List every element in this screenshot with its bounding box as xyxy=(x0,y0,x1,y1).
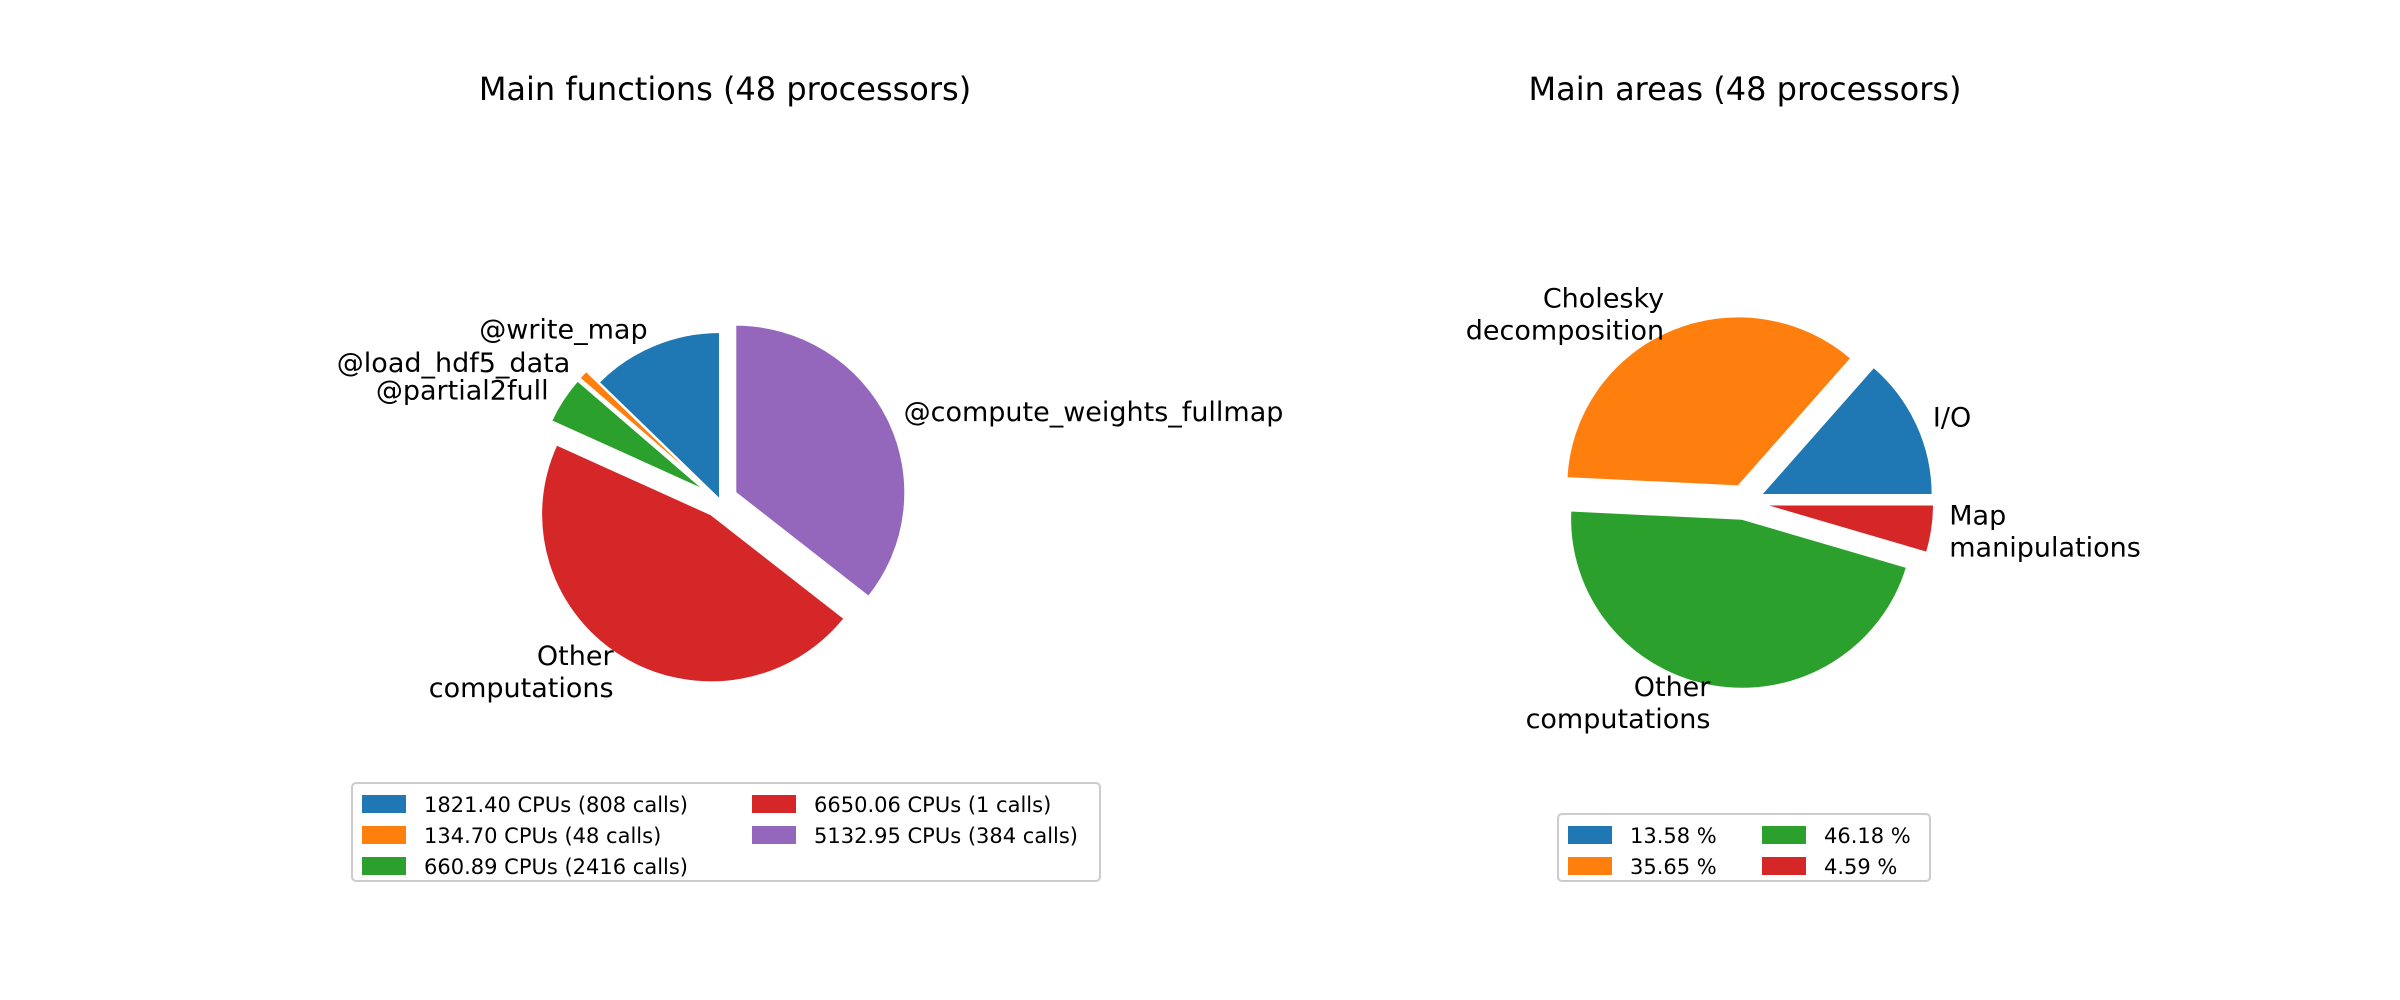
legend-label-3: 660.89 CPUs (2416 calls) xyxy=(424,855,688,879)
pie-slice-i-o xyxy=(1758,365,1934,496)
slice-label-i-o: I/O xyxy=(1933,403,1971,434)
slice-label-other-computations: Other computations xyxy=(429,641,615,704)
legend-swatch-1 xyxy=(1568,826,1612,844)
legend-label-3: 46.18 % xyxy=(1824,824,1911,848)
slice-label-partial2full: @partial2full xyxy=(376,376,549,407)
pie-slice-cholesky-decomposition xyxy=(1565,315,1853,488)
legend-label-5: 5132.95 CPUs (384 calls) xyxy=(814,824,1078,848)
legend-label-4: 6650.06 CPUs (1 calls) xyxy=(814,793,1051,817)
slice-label-compute-weights-fullmap: @compute_weights_fullmap xyxy=(904,397,1284,428)
legend-swatch-3 xyxy=(1762,826,1806,844)
slice-label-map-manipulations: Map manipulations xyxy=(1949,500,2141,563)
chart-2-pie: I/O Cholesky decomposition Other computation… xyxy=(1466,283,2141,735)
slice-label-other-computations: Other computations xyxy=(1526,672,1712,735)
legend-label-4: 4.59 % xyxy=(1824,855,1897,879)
legend-label-1: 13.58 % xyxy=(1630,824,1717,848)
legend-label-1: 1821.40 CPUs (808 calls) xyxy=(424,793,688,817)
pie-slice-load-hdf5-data xyxy=(577,369,709,490)
slice-label-load-hdf5-data: @load_hdf5_data xyxy=(337,348,570,379)
pie-slice-partial2full xyxy=(549,379,707,492)
chart-1-title: Main functions (48 processors) xyxy=(479,70,971,108)
pie-slice-other-computations xyxy=(540,443,846,684)
legend-label-2: 35.65 % xyxy=(1630,855,1717,879)
legend-swatch-4 xyxy=(752,795,796,813)
legend-swatch-5 xyxy=(752,826,796,844)
legend-label-2: 134.70 CPUs (48 calls) xyxy=(424,824,661,848)
legend-box xyxy=(1557,813,1931,882)
legend-box xyxy=(351,782,1101,882)
chart-2-title: Main areas (48 processors) xyxy=(1529,70,1962,108)
legend-swatch-4 xyxy=(1762,857,1806,875)
legend-swatch-3 xyxy=(362,857,406,875)
pie-slice-other-computations xyxy=(1569,509,1909,690)
slice-label-cholesky-decomposition: Cholesky decomposition xyxy=(1466,283,1664,346)
pie-slice-write-map xyxy=(597,330,721,503)
legend-swatch-1 xyxy=(362,795,406,813)
chart-1-pie: @write_map@load_hdf5_data@partial2full Ot… xyxy=(337,315,1284,704)
legend-swatch-2 xyxy=(362,826,406,844)
chart-1-legend: 1821.40 CPUs (808 calls) 134.70 CPUs (48 … xyxy=(351,782,1101,882)
legend-swatch-2 xyxy=(1568,857,1612,875)
pie-slice-map-manipulations xyxy=(1761,503,1936,555)
slice-label-write-map: @write_map xyxy=(479,315,647,346)
pie-slice-compute-weights-fullmap xyxy=(734,323,907,599)
chart-2-legend: 13.58 % 35.65 % 46.18 % 4.59 % xyxy=(1557,813,1931,882)
